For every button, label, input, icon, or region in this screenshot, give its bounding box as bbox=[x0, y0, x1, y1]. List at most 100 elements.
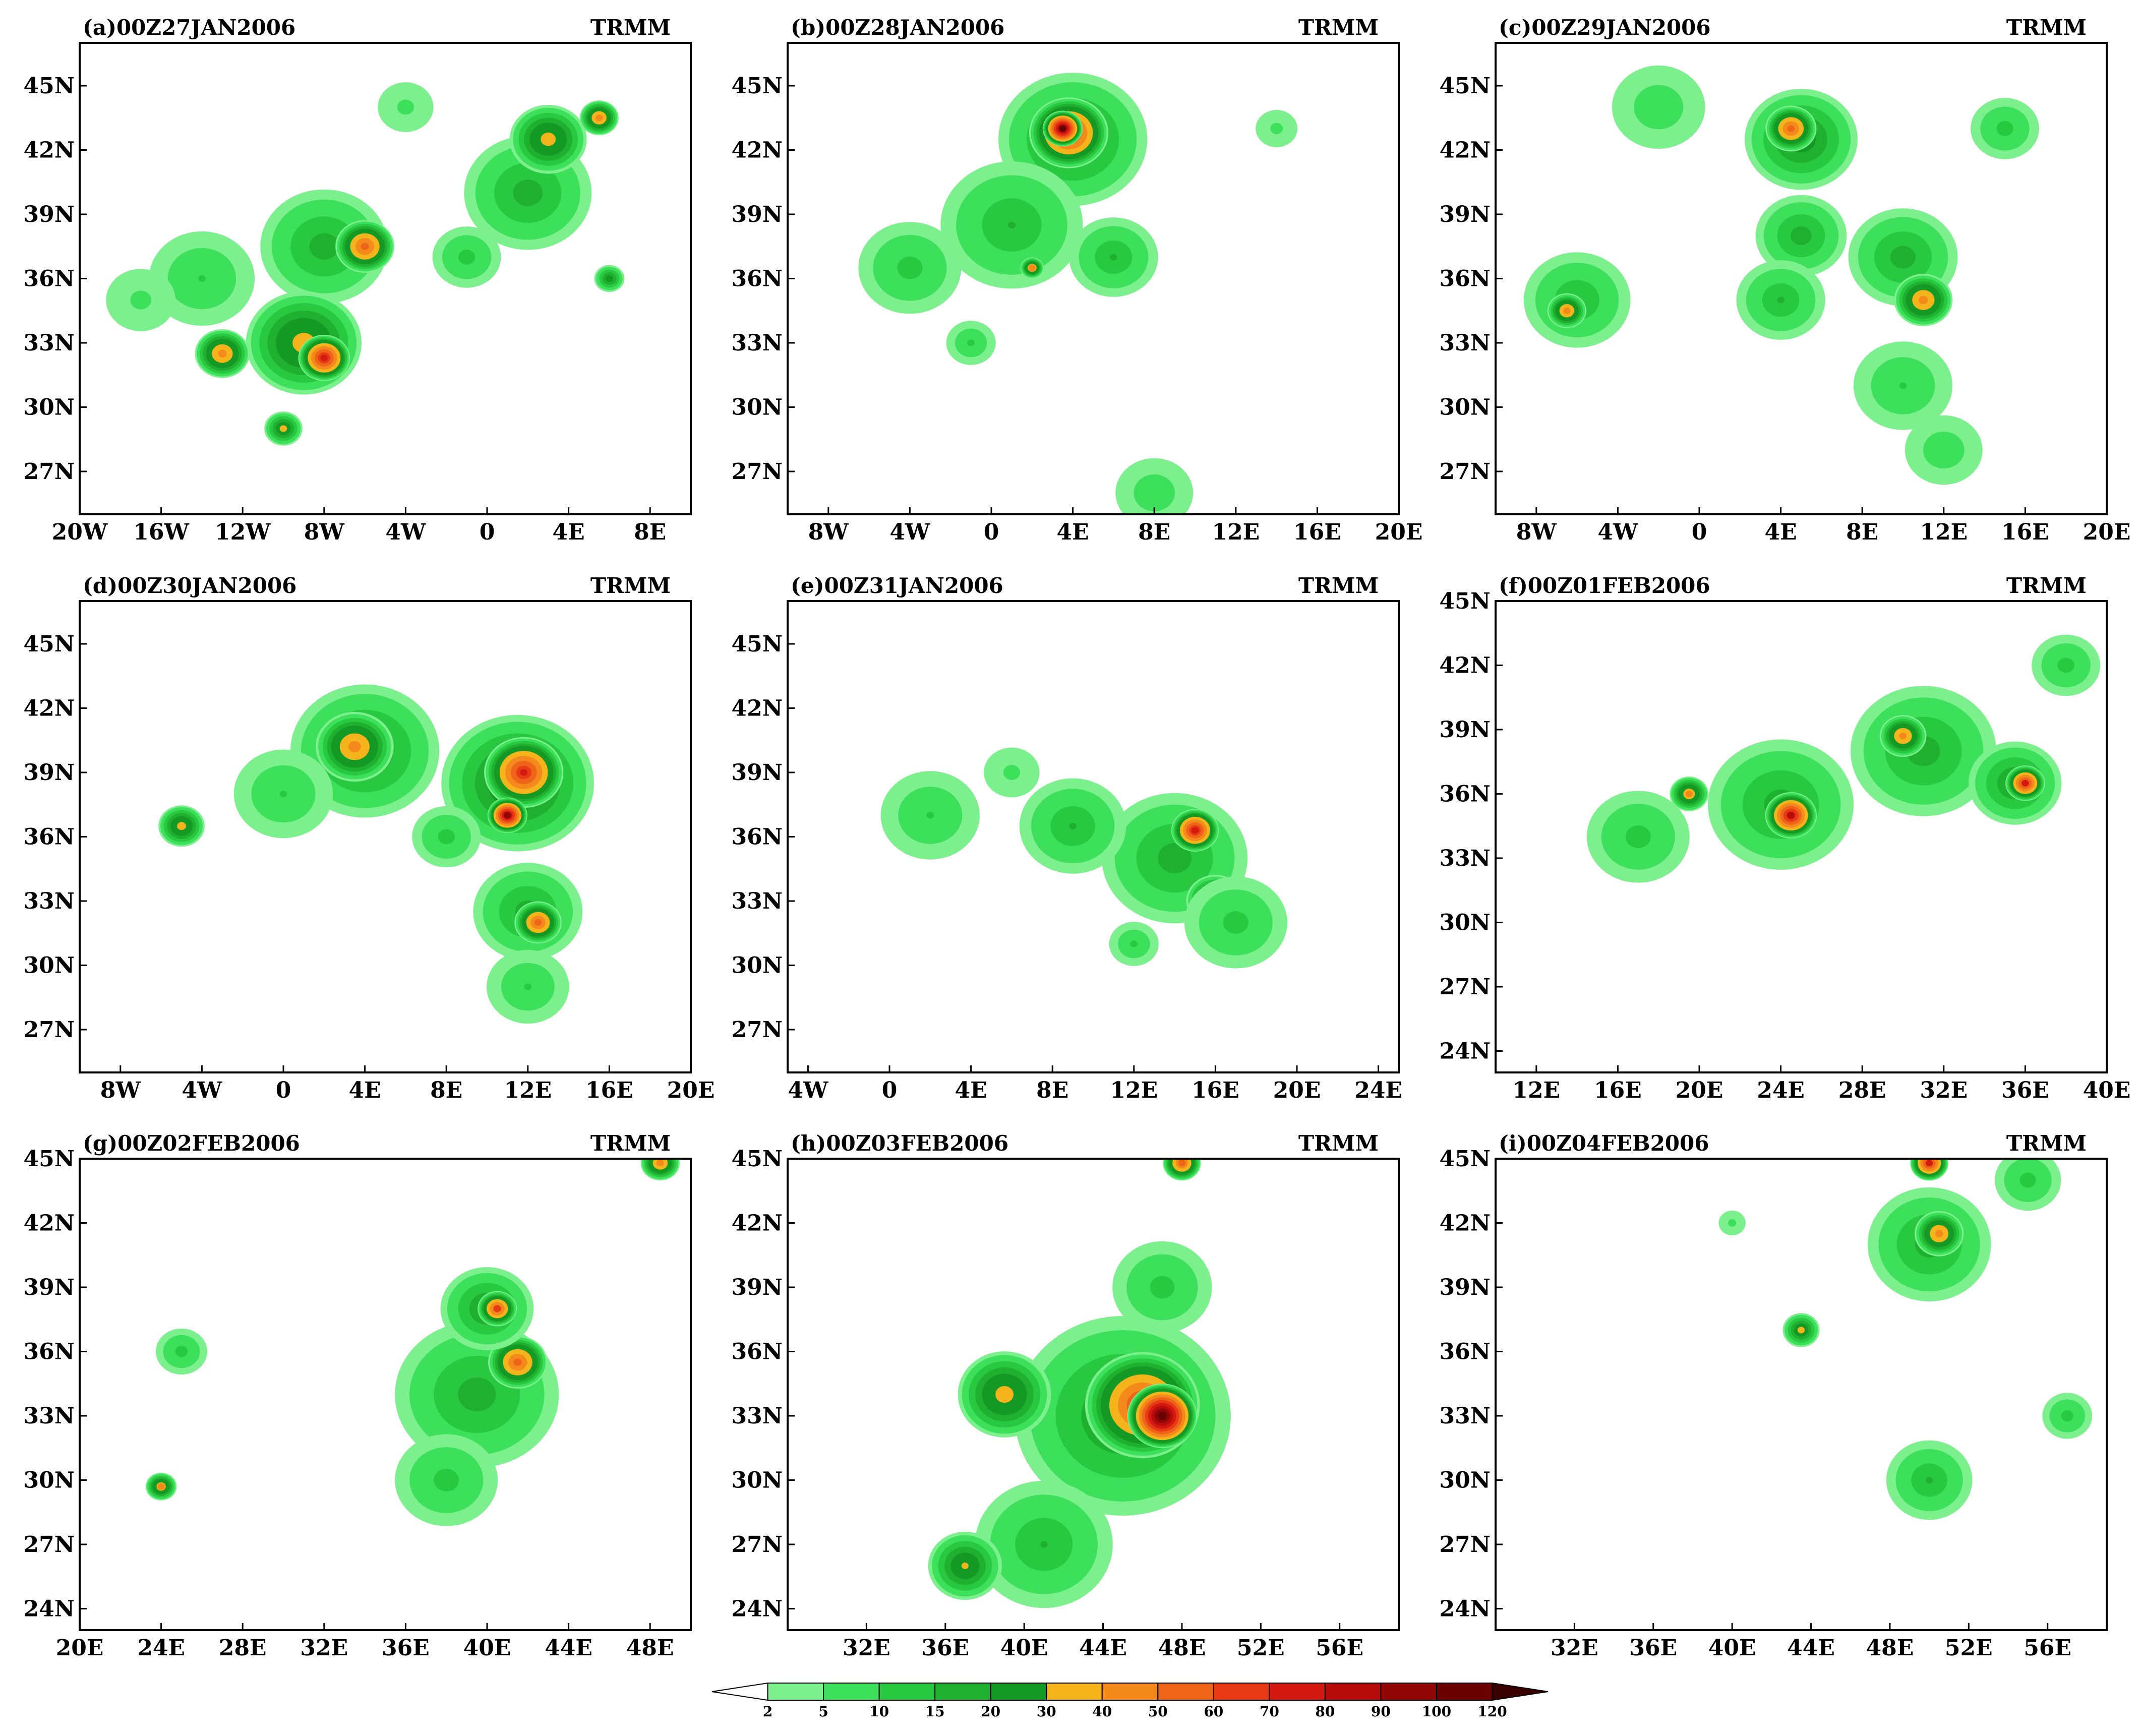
precip-cell-1-level-9 bbox=[1191, 827, 1199, 834]
precip-cell-1-level-7 bbox=[513, 1358, 522, 1366]
lat-tick-label: 42N bbox=[1440, 1211, 1491, 1236]
lon-tick-label: 20E bbox=[2083, 519, 2131, 545]
lon-tick-label: 16E bbox=[1293, 519, 1341, 545]
lon-tick-label: 16E bbox=[585, 1077, 633, 1103]
lat-tick-label: 42N bbox=[732, 696, 783, 722]
precip-cell-7-level-6 bbox=[157, 1483, 165, 1490]
colorbar-swatch bbox=[1324, 1683, 1382, 1701]
precip-cell-6-level-2 bbox=[2061, 1410, 2073, 1422]
colorbar: 2 5 10 15 20 30 40 50 60 70 80 90 100 120 bbox=[711, 1682, 1549, 1720]
lon-tick-label: 56E bbox=[2024, 1635, 2071, 1661]
panel-title: (g)00Z02FEB2006 bbox=[83, 1131, 300, 1156]
precip-cell-8-level-2 bbox=[524, 983, 532, 990]
lat-tick-label: 30N bbox=[732, 395, 783, 421]
lon-tick-label: 28E bbox=[1838, 1077, 1886, 1103]
precip-cell-3-level-6 bbox=[1899, 733, 1907, 740]
colorbar-under-arrow bbox=[711, 1682, 768, 1701]
colorbar-label: 2 bbox=[763, 1703, 772, 1720]
lat-tick-label: 39N bbox=[24, 1275, 75, 1300]
lat-tick-label: 30N bbox=[732, 953, 783, 979]
precip-field bbox=[145, 1159, 680, 1526]
lat-tick-label: 33N bbox=[24, 1403, 75, 1429]
lon-tick-label: 0 bbox=[882, 1077, 898, 1103]
precip-cell-1-level-6 bbox=[1935, 1230, 1943, 1237]
colorbar-over-arrow bbox=[1492, 1682, 1549, 1701]
precip-cell-6-level-2 bbox=[175, 1346, 188, 1357]
lat-tick-label: 42N bbox=[732, 138, 783, 163]
precip-field bbox=[1718, 1159, 2093, 1520]
colorbar-label: 120 bbox=[1477, 1703, 1507, 1720]
precip-cell-3-level-3 bbox=[1007, 221, 1016, 229]
lat-tick-label: 36N bbox=[732, 824, 783, 850]
lon-tick-label: 52E bbox=[1237, 1635, 1285, 1661]
precip-cell-4-level-2 bbox=[198, 275, 206, 282]
lon-tick-label: 12E bbox=[1212, 519, 1260, 545]
colorbar-label: 5 bbox=[818, 1703, 828, 1720]
panel-source-label: TRMM bbox=[1298, 1131, 1379, 1156]
lat-tick-label: 36N bbox=[1440, 782, 1491, 807]
lat-tick-label: 36N bbox=[1440, 1339, 1491, 1365]
colorbar-label: 80 bbox=[1315, 1703, 1335, 1720]
lon-tick-label: 8E bbox=[1036, 1077, 1068, 1103]
precip-cell-2-level-3 bbox=[1926, 1476, 1933, 1484]
lat-tick-label: 30N bbox=[1440, 395, 1491, 421]
lat-tick-label: 30N bbox=[1440, 910, 1491, 936]
precip-cell-6-level-2 bbox=[1130, 940, 1138, 947]
lon-tick-label: 4E bbox=[349, 1077, 381, 1103]
lon-tick-label: 36E bbox=[1629, 1635, 1677, 1661]
precip-cell-0-level-3 bbox=[458, 1377, 496, 1412]
colorbar-label: 20 bbox=[981, 1703, 1000, 1720]
colorbar-label: 70 bbox=[1260, 1703, 1279, 1720]
lon-tick-label: 24E bbox=[137, 1635, 185, 1661]
lat-tick-label: 27N bbox=[1440, 974, 1491, 1000]
precip-field bbox=[106, 82, 625, 446]
lon-tick-label: 8W bbox=[100, 1077, 141, 1103]
panel-source-label: TRMM bbox=[590, 1131, 671, 1156]
panel-source-label: TRMM bbox=[590, 15, 671, 40]
precip-cell-0-level-3 bbox=[309, 233, 339, 260]
panel-source-label: TRMM bbox=[2006, 573, 2087, 598]
precip-cell-1-level-9 bbox=[520, 769, 527, 776]
precip-cell-2-level-3 bbox=[1791, 226, 1812, 246]
lon-tick-label: 8W bbox=[1516, 519, 1557, 545]
precip-cell-11-level-2 bbox=[1996, 121, 2013, 136]
colorbar-label: 60 bbox=[1204, 1703, 1223, 1720]
lon-tick-label: 44E bbox=[1787, 1635, 1835, 1661]
lat-tick-label: 30N bbox=[732, 1468, 783, 1493]
lat-tick-label: 42N bbox=[24, 1211, 75, 1236]
precip-cell-5-level-9 bbox=[2021, 780, 2029, 787]
lon-tick-label: 48E bbox=[626, 1635, 674, 1661]
precip-cell-9-level-2 bbox=[279, 790, 287, 798]
colorbar-swatch bbox=[1436, 1683, 1493, 1701]
precip-cell-4-level-2 bbox=[926, 812, 934, 819]
precip-cell-7-level-3 bbox=[513, 179, 543, 206]
panel-title: (f)00Z01FEB2006 bbox=[1499, 573, 1710, 598]
lat-tick-label: 36N bbox=[24, 824, 75, 850]
precip-cell-5-level-6 bbox=[1919, 295, 1928, 305]
colorbar-swatch bbox=[1046, 1683, 1103, 1701]
lat-tick-label: 33N bbox=[732, 888, 783, 914]
lat-tick-label: 42N bbox=[1440, 653, 1491, 679]
map-panel-d: 45N 42N 39N 36N 33N 30N 27N 8W 4W 0 4E 8E 12E 16E 20E (… bbox=[24, 573, 715, 1103]
lat-tick-label: 45N bbox=[24, 1146, 75, 1172]
lat-tick-label: 39N bbox=[1440, 202, 1491, 227]
colorbar-swatch bbox=[878, 1683, 936, 1701]
map-panel-a: 45N 42N 39N 36N 33N 30N 27N 20W 16W 12W 8W 4W 0 4E 8E (… bbox=[24, 15, 692, 545]
precip-cell-4-level-5 bbox=[995, 1386, 1014, 1403]
lon-tick-label: 16E bbox=[2001, 519, 2049, 545]
precip-cell-1-level-10 bbox=[1787, 812, 1795, 819]
precip-cell-9-level-6 bbox=[595, 114, 603, 122]
precip-field bbox=[858, 73, 1297, 514]
lon-tick-label: 4W bbox=[1597, 519, 1638, 545]
lat-tick-label: 27N bbox=[24, 1017, 75, 1043]
lat-tick-label: 24N bbox=[1440, 1596, 1491, 1622]
lon-tick-label: 20E bbox=[1273, 1077, 1321, 1103]
precip-cell-2-level-9 bbox=[320, 354, 328, 362]
lat-tick-label: 24N bbox=[1440, 1039, 1491, 1064]
map-frame bbox=[787, 1158, 1400, 1631]
lon-tick-label: 44E bbox=[1079, 1635, 1127, 1661]
lon-tick-label: 4W bbox=[889, 519, 930, 545]
precip-cell-6-level-1 bbox=[1134, 474, 1175, 512]
precip-field bbox=[928, 1159, 1231, 1608]
